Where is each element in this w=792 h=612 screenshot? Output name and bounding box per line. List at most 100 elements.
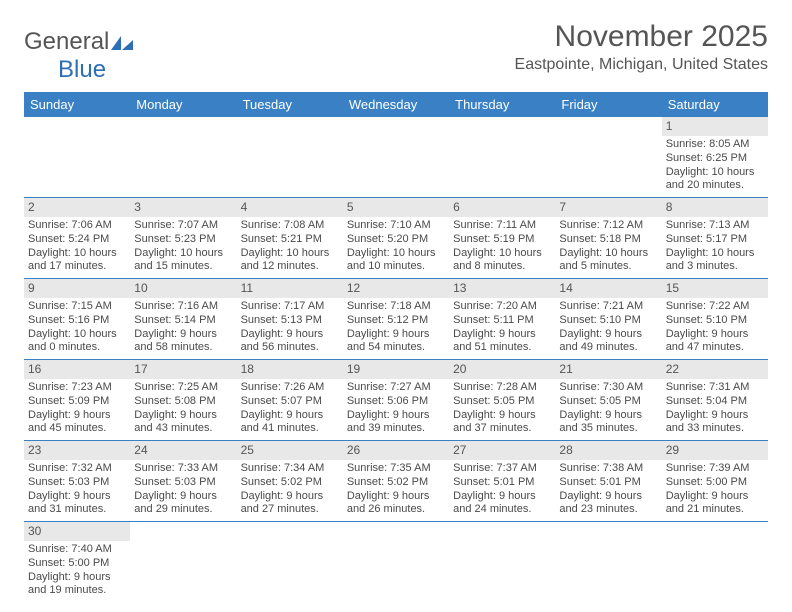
day-details: Sunrise: 7:32 AM Sunset: 5:03 PM Dayligh… xyxy=(28,462,126,517)
calendar-cell: 17Sunrise: 7:25 AM Sunset: 5:08 PM Dayli… xyxy=(130,360,236,441)
day-number: 25 xyxy=(237,441,343,460)
calendar-cell xyxy=(343,117,449,198)
calendar-cell: 19Sunrise: 7:27 AM Sunset: 5:06 PM Dayli… xyxy=(343,360,449,441)
day-details: Sunrise: 7:13 AM Sunset: 5:17 PM Dayligh… xyxy=(666,219,764,274)
calendar-row: 2 Sunrise: 7:06 AM Sunset: 5:24 PM Daylig… xyxy=(24,198,768,279)
calendar-cell xyxy=(555,522,661,603)
calendar-row: 1 Sunrise: 8:05 AM Sunset: 6:25 PM Daylig… xyxy=(24,117,768,198)
calendar-row: 16Sunrise: 7:23 AM Sunset: 5:09 PM Dayli… xyxy=(24,360,768,441)
day-details: Sunrise: 7:26 AM Sunset: 5:07 PM Dayligh… xyxy=(241,381,339,436)
calendar-cell: 5Sunrise: 7:10 AM Sunset: 5:20 PM Daylig… xyxy=(343,198,449,279)
brand-part1: General xyxy=(24,28,109,56)
day-number: 21 xyxy=(555,360,661,379)
calendar-cell: 13Sunrise: 7:20 AM Sunset: 5:11 PM Dayli… xyxy=(449,279,555,360)
calendar-cell: 11 Sunrise: 7:17 AM Sunset: 5:13 PM Dayli… xyxy=(237,279,343,360)
day-details: Sunrise: 7:30 AM Sunset: 5:05 PM Dayligh… xyxy=(559,381,657,436)
calendar-cell: 21 Sunrise: 7:30 AM Sunset: 5:05 PM Dayli… xyxy=(555,360,661,441)
day-details: Sunrise: 7:06 AM Sunset: 5:24 PM Dayligh… xyxy=(28,219,126,274)
day-number: 1 xyxy=(662,117,768,136)
calendar-cell: 7 Sunrise: 7:12 AM Sunset: 5:18 PM Daylig… xyxy=(555,198,661,279)
day-details: Sunrise: 7:18 AM Sunset: 5:12 PM Dayligh… xyxy=(347,300,445,355)
calendar-cell: 12Sunrise: 7:18 AM Sunset: 5:12 PM Dayli… xyxy=(343,279,449,360)
calendar-cell: 26 Sunrise: 7:35 AM Sunset: 5:02 PM Dayli… xyxy=(343,441,449,522)
day-number: 14 xyxy=(555,279,661,298)
brand-logo: General xyxy=(24,28,135,56)
calendar-cell xyxy=(662,522,768,603)
calendar-cell: 8 Sunrise: 7:13 AM Sunset: 5:17 PM Daylig… xyxy=(662,198,768,279)
calendar-cell: 3 Sunrise: 7:07 AM Sunset: 5:23 PM Daylig… xyxy=(130,198,236,279)
calendar-cell xyxy=(24,117,130,198)
calendar-cell xyxy=(343,522,449,603)
day-number: 24 xyxy=(130,441,236,460)
day-number: 29 xyxy=(662,441,768,460)
day-details: Sunrise: 7:39 AM Sunset: 5:00 PM Dayligh… xyxy=(666,462,764,517)
day-number: 26 xyxy=(343,441,449,460)
day-details: Sunrise: 8:05 AM Sunset: 6:25 PM Dayligh… xyxy=(666,138,764,193)
weekday-saturday: Saturday xyxy=(662,92,768,117)
day-details: Sunrise: 7:37 AM Sunset: 5:01 PM Dayligh… xyxy=(453,462,551,517)
calendar-cell: 25Sunrise: 7:34 AM Sunset: 5:02 PM Dayli… xyxy=(237,441,343,522)
calendar-cell xyxy=(449,522,555,603)
day-details: Sunrise: 7:31 AM Sunset: 5:04 PM Dayligh… xyxy=(666,381,764,436)
calendar-cell: 27Sunrise: 7:37 AM Sunset: 5:01 PM Dayli… xyxy=(449,441,555,522)
day-number: 9 xyxy=(24,279,130,298)
day-number: 5 xyxy=(343,198,449,217)
weekday-sunday: Sunday xyxy=(24,92,130,117)
calendar-cell: 16Sunrise: 7:23 AM Sunset: 5:09 PM Dayli… xyxy=(24,360,130,441)
calendar-cell xyxy=(130,522,236,603)
day-number: 15 xyxy=(662,279,768,298)
calendar-cell xyxy=(130,117,236,198)
day-details: Sunrise: 7:33 AM Sunset: 5:03 PM Dayligh… xyxy=(134,462,232,517)
day-number: 22 xyxy=(662,360,768,379)
day-details: Sunrise: 7:23 AM Sunset: 5:09 PM Dayligh… xyxy=(28,381,126,436)
day-details: Sunrise: 7:08 AM Sunset: 5:21 PM Dayligh… xyxy=(241,219,339,274)
day-details: Sunrise: 7:12 AM Sunset: 5:18 PM Dayligh… xyxy=(559,219,657,274)
day-number: 20 xyxy=(449,360,555,379)
calendar-cell: 23 Sunrise: 7:32 AM Sunset: 5:03 PM Dayli… xyxy=(24,441,130,522)
calendar-cell: 4 Sunrise: 7:08 AM Sunset: 5:21 PM Daylig… xyxy=(237,198,343,279)
brand-part2-wrap: Blue xyxy=(58,56,792,84)
day-number: 7 xyxy=(555,198,661,217)
calendar-body: 1 Sunrise: 8:05 AM Sunset: 6:25 PM Daylig… xyxy=(24,117,768,602)
month-title: November 2025 xyxy=(515,20,768,54)
calendar-cell: 15Sunrise: 7:22 AM Sunset: 5:10 PM Dayli… xyxy=(662,279,768,360)
calendar-cell xyxy=(237,117,343,198)
day-number: 4 xyxy=(237,198,343,217)
calendar-row: 30Sunrise: 7:40 AM Sunset: 5:00 PM Dayli… xyxy=(24,522,768,603)
day-number: 2 xyxy=(24,198,130,217)
day-details: Sunrise: 7:07 AM Sunset: 5:23 PM Dayligh… xyxy=(134,219,232,274)
calendar-cell: 18Sunrise: 7:26 AM Sunset: 5:07 PM Dayli… xyxy=(237,360,343,441)
day-number: 19 xyxy=(343,360,449,379)
calendar-cell: 29 Sunrise: 7:39 AM Sunset: 5:00 PM Dayli… xyxy=(662,441,768,522)
calendar-cell: 28Sunrise: 7:38 AM Sunset: 5:01 PM Dayli… xyxy=(555,441,661,522)
calendar-cell: 14Sunrise: 7:21 AM Sunset: 5:10 PM Dayli… xyxy=(555,279,661,360)
calendar-cell: 20Sunrise: 7:28 AM Sunset: 5:05 PM Dayli… xyxy=(449,360,555,441)
weekday-thursday: Thursday xyxy=(449,92,555,117)
weekday-wednesday: Wednesday xyxy=(343,92,449,117)
calendar-cell: 9Sunrise: 7:15 AM Sunset: 5:16 PM Daylig… xyxy=(24,279,130,360)
calendar-cell: 10Sunrise: 7:16 AM Sunset: 5:14 PM Dayli… xyxy=(130,279,236,360)
weekday-friday: Friday xyxy=(555,92,661,117)
calendar-table: Sunday Monday Tuesday Wednesday Thursday… xyxy=(24,92,768,602)
calendar-row: 23 Sunrise: 7:32 AM Sunset: 5:03 PM Dayli… xyxy=(24,441,768,522)
weekday-header-row: Sunday Monday Tuesday Wednesday Thursday… xyxy=(24,92,768,117)
day-details: Sunrise: 7:16 AM Sunset: 5:14 PM Dayligh… xyxy=(134,300,232,355)
day-details: Sunrise: 7:38 AM Sunset: 5:01 PM Dayligh… xyxy=(559,462,657,517)
day-number: 13 xyxy=(449,279,555,298)
calendar-cell: 24 Sunrise: 7:33 AM Sunset: 5:03 PM Dayli… xyxy=(130,441,236,522)
calendar-cell xyxy=(237,522,343,603)
day-number: 11 xyxy=(237,279,343,298)
brand-part2: Blue xyxy=(58,56,106,83)
calendar-cell: 1 Sunrise: 8:05 AM Sunset: 6:25 PM Daylig… xyxy=(662,117,768,198)
calendar-cell xyxy=(449,117,555,198)
day-details: Sunrise: 7:17 AM Sunset: 5:13 PM Dayligh… xyxy=(241,300,339,355)
day-number: 6 xyxy=(449,198,555,217)
day-number: 3 xyxy=(130,198,236,217)
sail-icon xyxy=(111,31,135,47)
weekday-monday: Monday xyxy=(130,92,236,117)
day-number: 30 xyxy=(24,522,130,541)
day-details: Sunrise: 7:35 AM Sunset: 5:02 PM Dayligh… xyxy=(347,462,445,517)
day-details: Sunrise: 7:11 AM Sunset: 5:19 PM Dayligh… xyxy=(453,219,551,274)
day-number: 8 xyxy=(662,198,768,217)
day-number: 23 xyxy=(24,441,130,460)
